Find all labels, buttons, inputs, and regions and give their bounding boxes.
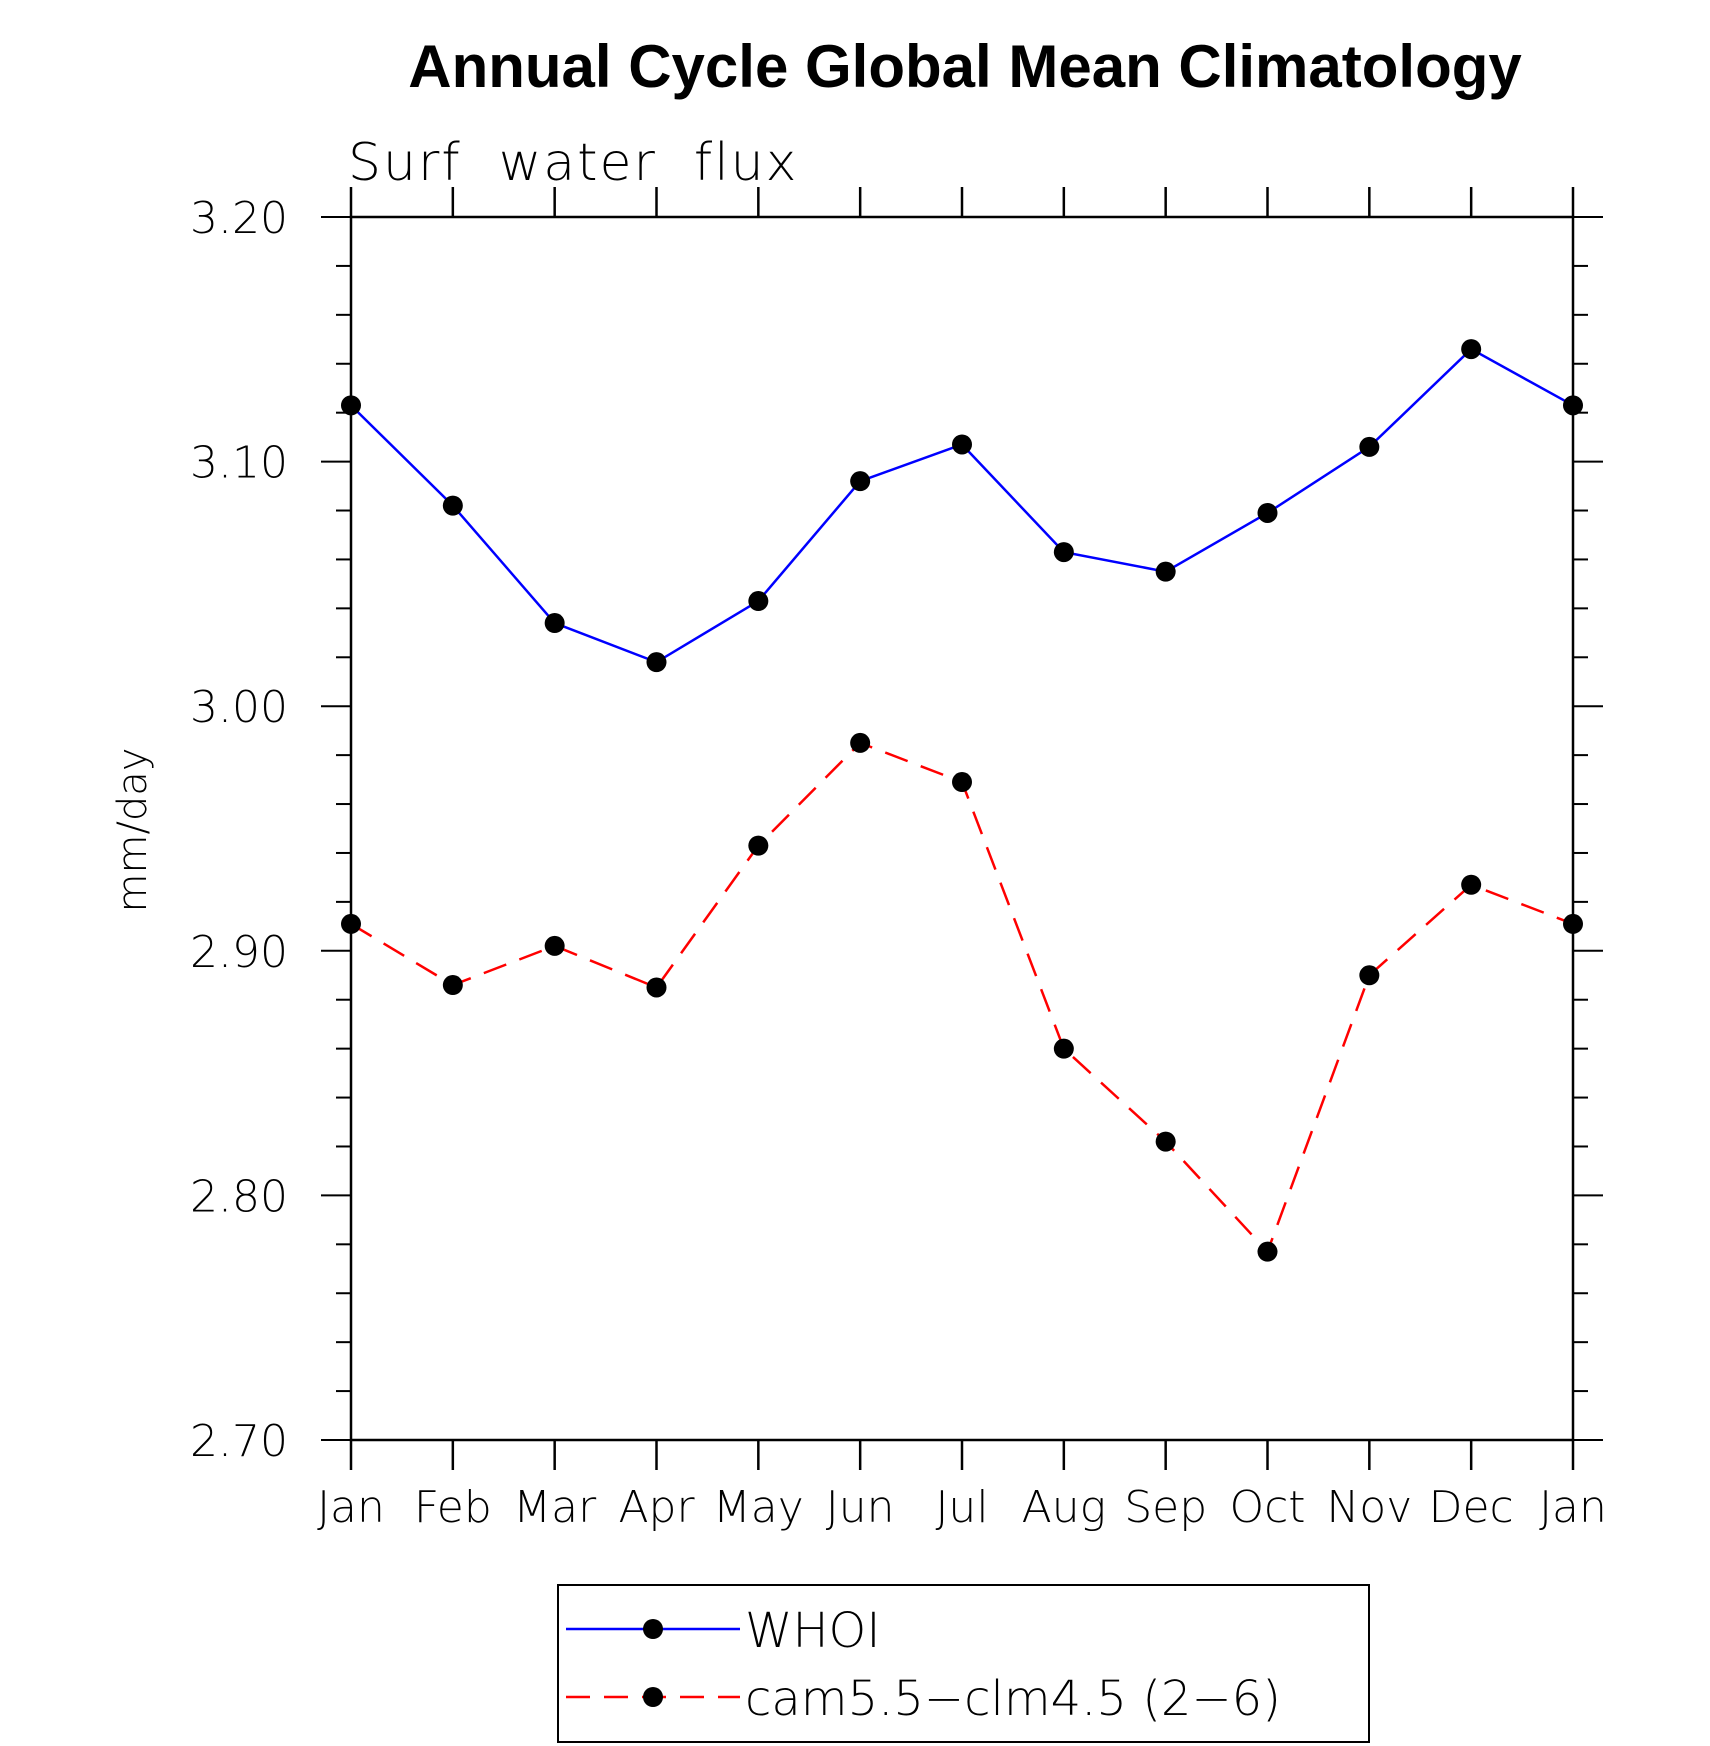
data-point [952,434,972,455]
plot-frame [349,215,1575,1442]
data-point [646,977,667,998]
data-point [341,913,361,934]
x-tick-label: Nov [1326,1482,1412,1533]
data-point [646,652,667,673]
series-line-1 [350,741,1574,1255]
data-point [544,935,565,956]
plot-area [341,339,1583,1262]
x-tick-label: Jun [826,1482,895,1533]
x-tick-label: May [713,1482,804,1533]
x-tick-label: Jan [1539,1482,1607,1533]
data-point [850,471,871,492]
data-point [1563,395,1583,416]
x-tick-label: Sep [1124,1482,1207,1533]
data-point [1053,542,1074,563]
y-tick-label: 3.10 [190,438,288,489]
data-point [442,495,463,516]
x-tick-label: Jul [935,1482,988,1533]
data-point [1461,874,1482,895]
x-tick-label: Apr [618,1482,695,1533]
chart-title: Annual Cycle Global Mean Climatology [408,33,1522,100]
x-tick-label: Dec [1429,1482,1514,1533]
series-line-0 [350,347,1574,664]
data-point [544,613,565,634]
legend-box [557,1584,1370,1743]
data-point [850,732,871,753]
axes: Jan Feb Mar Apr May Jun Jul Aug Sep Oct Nov Dec Jan 3… [190,187,1607,1533]
legend-marker-whoi [643,1619,663,1639]
x-tick-label: Aug [1022,1482,1106,1533]
data-point [1257,502,1278,523]
data-point [442,975,463,996]
data-point [1359,965,1380,986]
y-tick-label: 3.00 [190,682,288,733]
data-point [1359,436,1380,457]
data-point [1461,339,1482,360]
data-point [341,395,361,416]
y-axis-label: mm/day [110,748,156,913]
data-point [1053,1038,1074,1059]
data-point [1257,1241,1278,1262]
data-point [1563,913,1583,934]
legend-marker-cam [643,1687,663,1707]
x-tick-label: Feb [414,1482,492,1533]
x-tick-label: Oct [1229,1482,1305,1533]
x-tick-label: Mar [513,1482,597,1533]
legend: WHOI cam5.5−clm4.5 (2−6) [557,1584,1370,1743]
chart-subtitle: Surf water flux [348,133,798,193]
y-tick-label: 3.20 [190,193,288,244]
data-point [952,772,972,793]
legend-label-whoi: WHOI [745,1603,881,1659]
data-point [1155,1131,1176,1152]
legend-label-cam: cam5.5−clm4.5 (2−6) [745,1671,1281,1727]
y-tick-label: 2.90 [190,927,288,978]
y-tick-label: 2.70 [190,1416,288,1467]
data-point [748,591,769,612]
y-tick-label: 2.80 [190,1171,288,1222]
data-point [748,835,769,856]
x-tick-label: Jan [317,1482,385,1533]
data-point [1155,561,1176,582]
